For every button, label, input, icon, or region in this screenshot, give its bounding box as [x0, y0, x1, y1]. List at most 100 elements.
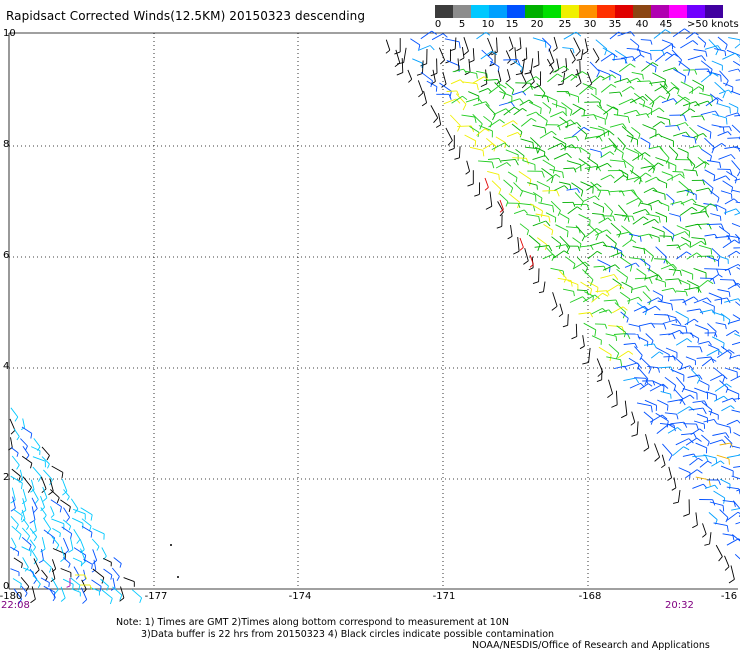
wind-barb	[566, 257, 575, 264]
wind-barb	[718, 132, 728, 136]
wind-barb	[32, 489, 38, 500]
wind-barb-flag	[655, 219, 659, 223]
wind-barb	[473, 102, 486, 106]
wind-barb	[662, 444, 672, 455]
wind-barb	[712, 114, 726, 118]
wind-barb	[538, 51, 539, 65]
wind-barb	[567, 189, 578, 191]
wind-barb	[410, 39, 419, 45]
wind-barb	[74, 567, 79, 576]
wind-barb-flag	[567, 153, 572, 158]
wind-barb	[601, 175, 611, 180]
wind-barb	[601, 84, 611, 92]
lat-label-4: 4	[3, 361, 9, 372]
wind-barb-flag	[69, 507, 70, 512]
wind-barb-flag	[576, 51, 581, 56]
wind-barb	[51, 500, 62, 507]
wind-barb-flag	[693, 41, 698, 45]
wind-barb	[585, 166, 598, 168]
wind-barb-flag	[669, 455, 672, 461]
wind-barb-flag	[26, 526, 28, 529]
wind-barb	[512, 124, 522, 132]
wind-barb	[479, 88, 488, 92]
wind-barb-flag	[577, 207, 581, 210]
wind-barb	[514, 210, 524, 214]
wind-barb	[709, 512, 717, 519]
wind-barb-flag	[33, 547, 35, 551]
wind-barb-flag	[706, 51, 707, 56]
wind-barb	[652, 73, 665, 80]
wind-barb-flag	[685, 123, 688, 126]
wind-barb	[721, 191, 732, 194]
wind-barb-flag	[436, 125, 441, 128]
wind-barb-flag	[600, 76, 604, 78]
wind-barb	[735, 302, 740, 309]
wind-barb	[678, 490, 680, 502]
wind-barb-flag	[719, 557, 723, 562]
wind-barb-flag	[692, 207, 697, 211]
wind-barb	[507, 69, 510, 79]
wind-barb	[93, 529, 105, 534]
wind-barb-flag	[577, 189, 579, 193]
wind-barb	[673, 447, 684, 456]
wind-barb-flag	[695, 138, 696, 144]
wind-barb	[504, 107, 515, 115]
wind-barb-flag	[667, 52, 673, 55]
wind-barb-flag	[111, 575, 112, 580]
wind-barb	[676, 291, 686, 292]
wind-barb	[11, 569, 20, 572]
wind-barb	[704, 419, 715, 422]
wind-barb	[520, 224, 529, 231]
wind-barb	[676, 439, 689, 445]
wind-barb	[716, 323, 726, 325]
wind-barb-flag	[611, 84, 616, 87]
wind-barb-flag	[716, 205, 717, 211]
wind-barb	[588, 158, 598, 165]
wind-barb-flag	[640, 237, 641, 242]
wind-barb	[557, 59, 559, 70]
wind-barb	[624, 110, 636, 114]
wind-barb	[641, 358, 651, 368]
wind-barb-flag	[671, 394, 672, 399]
wind-barb	[423, 61, 424, 74]
wind-barb-flag	[19, 476, 21, 481]
wind-barb-flag	[512, 90, 514, 95]
wind-barb	[710, 275, 719, 281]
wind-barb	[533, 192, 542, 198]
wind-barb	[693, 133, 703, 137]
wind-barb-flag	[545, 128, 546, 134]
wind-barb	[646, 334, 653, 341]
wind-barb	[124, 578, 135, 582]
wind-barb	[691, 429, 700, 435]
wind-barb	[702, 359, 711, 366]
wind-barb-flag	[27, 536, 29, 540]
time-right: 20:32	[665, 600, 694, 611]
wind-barb	[666, 87, 674, 94]
wind-barb	[684, 287, 698, 290]
wind-barb	[712, 337, 724, 343]
wind-barb-flag	[49, 583, 50, 587]
wind-barb-flag	[590, 289, 591, 295]
wind-barb	[654, 259, 666, 260]
wind-barb	[710, 94, 718, 100]
wind-barb	[669, 214, 680, 217]
wind-barb	[609, 344, 619, 353]
wind-barb	[446, 128, 453, 141]
wind-barb-flag	[707, 298, 711, 303]
wind-barb-flag	[69, 564, 71, 568]
wind-barb	[694, 50, 706, 52]
wind-barb-flag	[580, 148, 582, 153]
wind-barb	[694, 388, 707, 393]
wind-barb-flag	[34, 579, 37, 584]
wind-barb-flag	[597, 380, 602, 382]
wind-barb	[593, 203, 604, 208]
wind-barb	[724, 299, 738, 303]
wind-barb	[651, 352, 659, 358]
wind-barb	[63, 579, 73, 584]
wind-barb-flag	[721, 461, 725, 464]
wind-barb	[546, 213, 556, 218]
wind-barb	[733, 61, 740, 68]
wind-barb	[679, 61, 690, 70]
wind-barb-flag	[631, 87, 635, 90]
wind-barb	[573, 238, 582, 244]
